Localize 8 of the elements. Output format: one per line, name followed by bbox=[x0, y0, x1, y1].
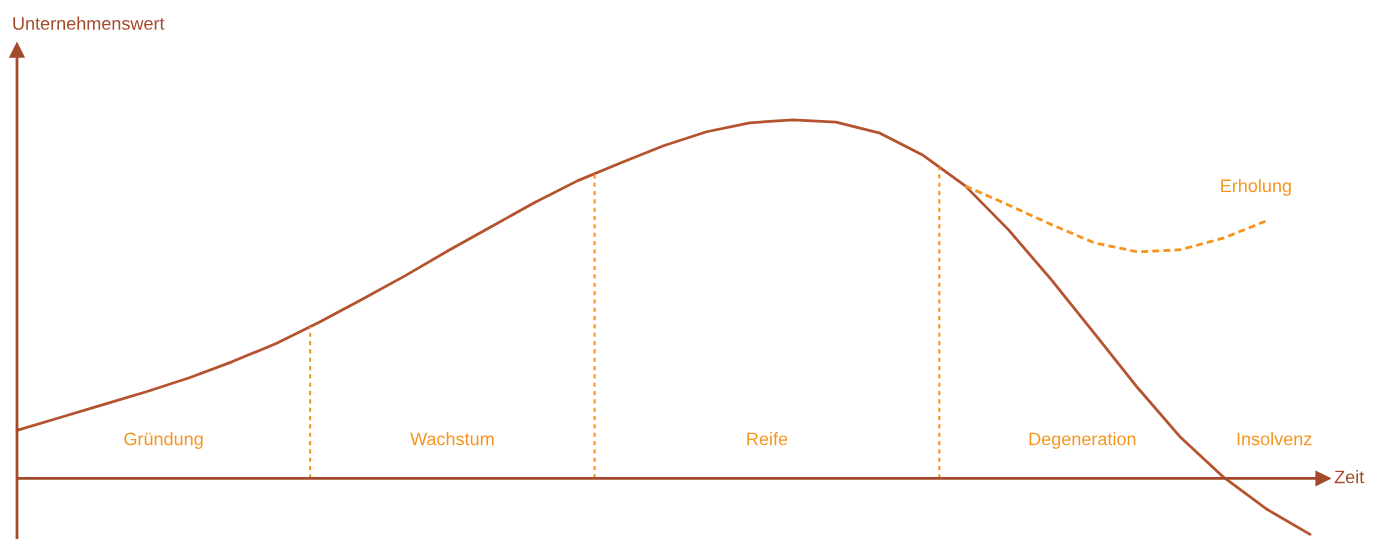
x-axis-title: Zeit bbox=[1334, 470, 1365, 484]
annotation: Reife bbox=[747, 432, 788, 446]
y-axis-title: Unternehmenswert bbox=[13, 16, 165, 30]
annotation: Degeneration bbox=[1029, 432, 1136, 449]
annotation: Insolvenz bbox=[1237, 432, 1312, 446]
annotation: Gründung bbox=[124, 432, 203, 449]
series-label: Erholung bbox=[1221, 178, 1291, 196]
annotation: Wachstum bbox=[410, 432, 494, 446]
